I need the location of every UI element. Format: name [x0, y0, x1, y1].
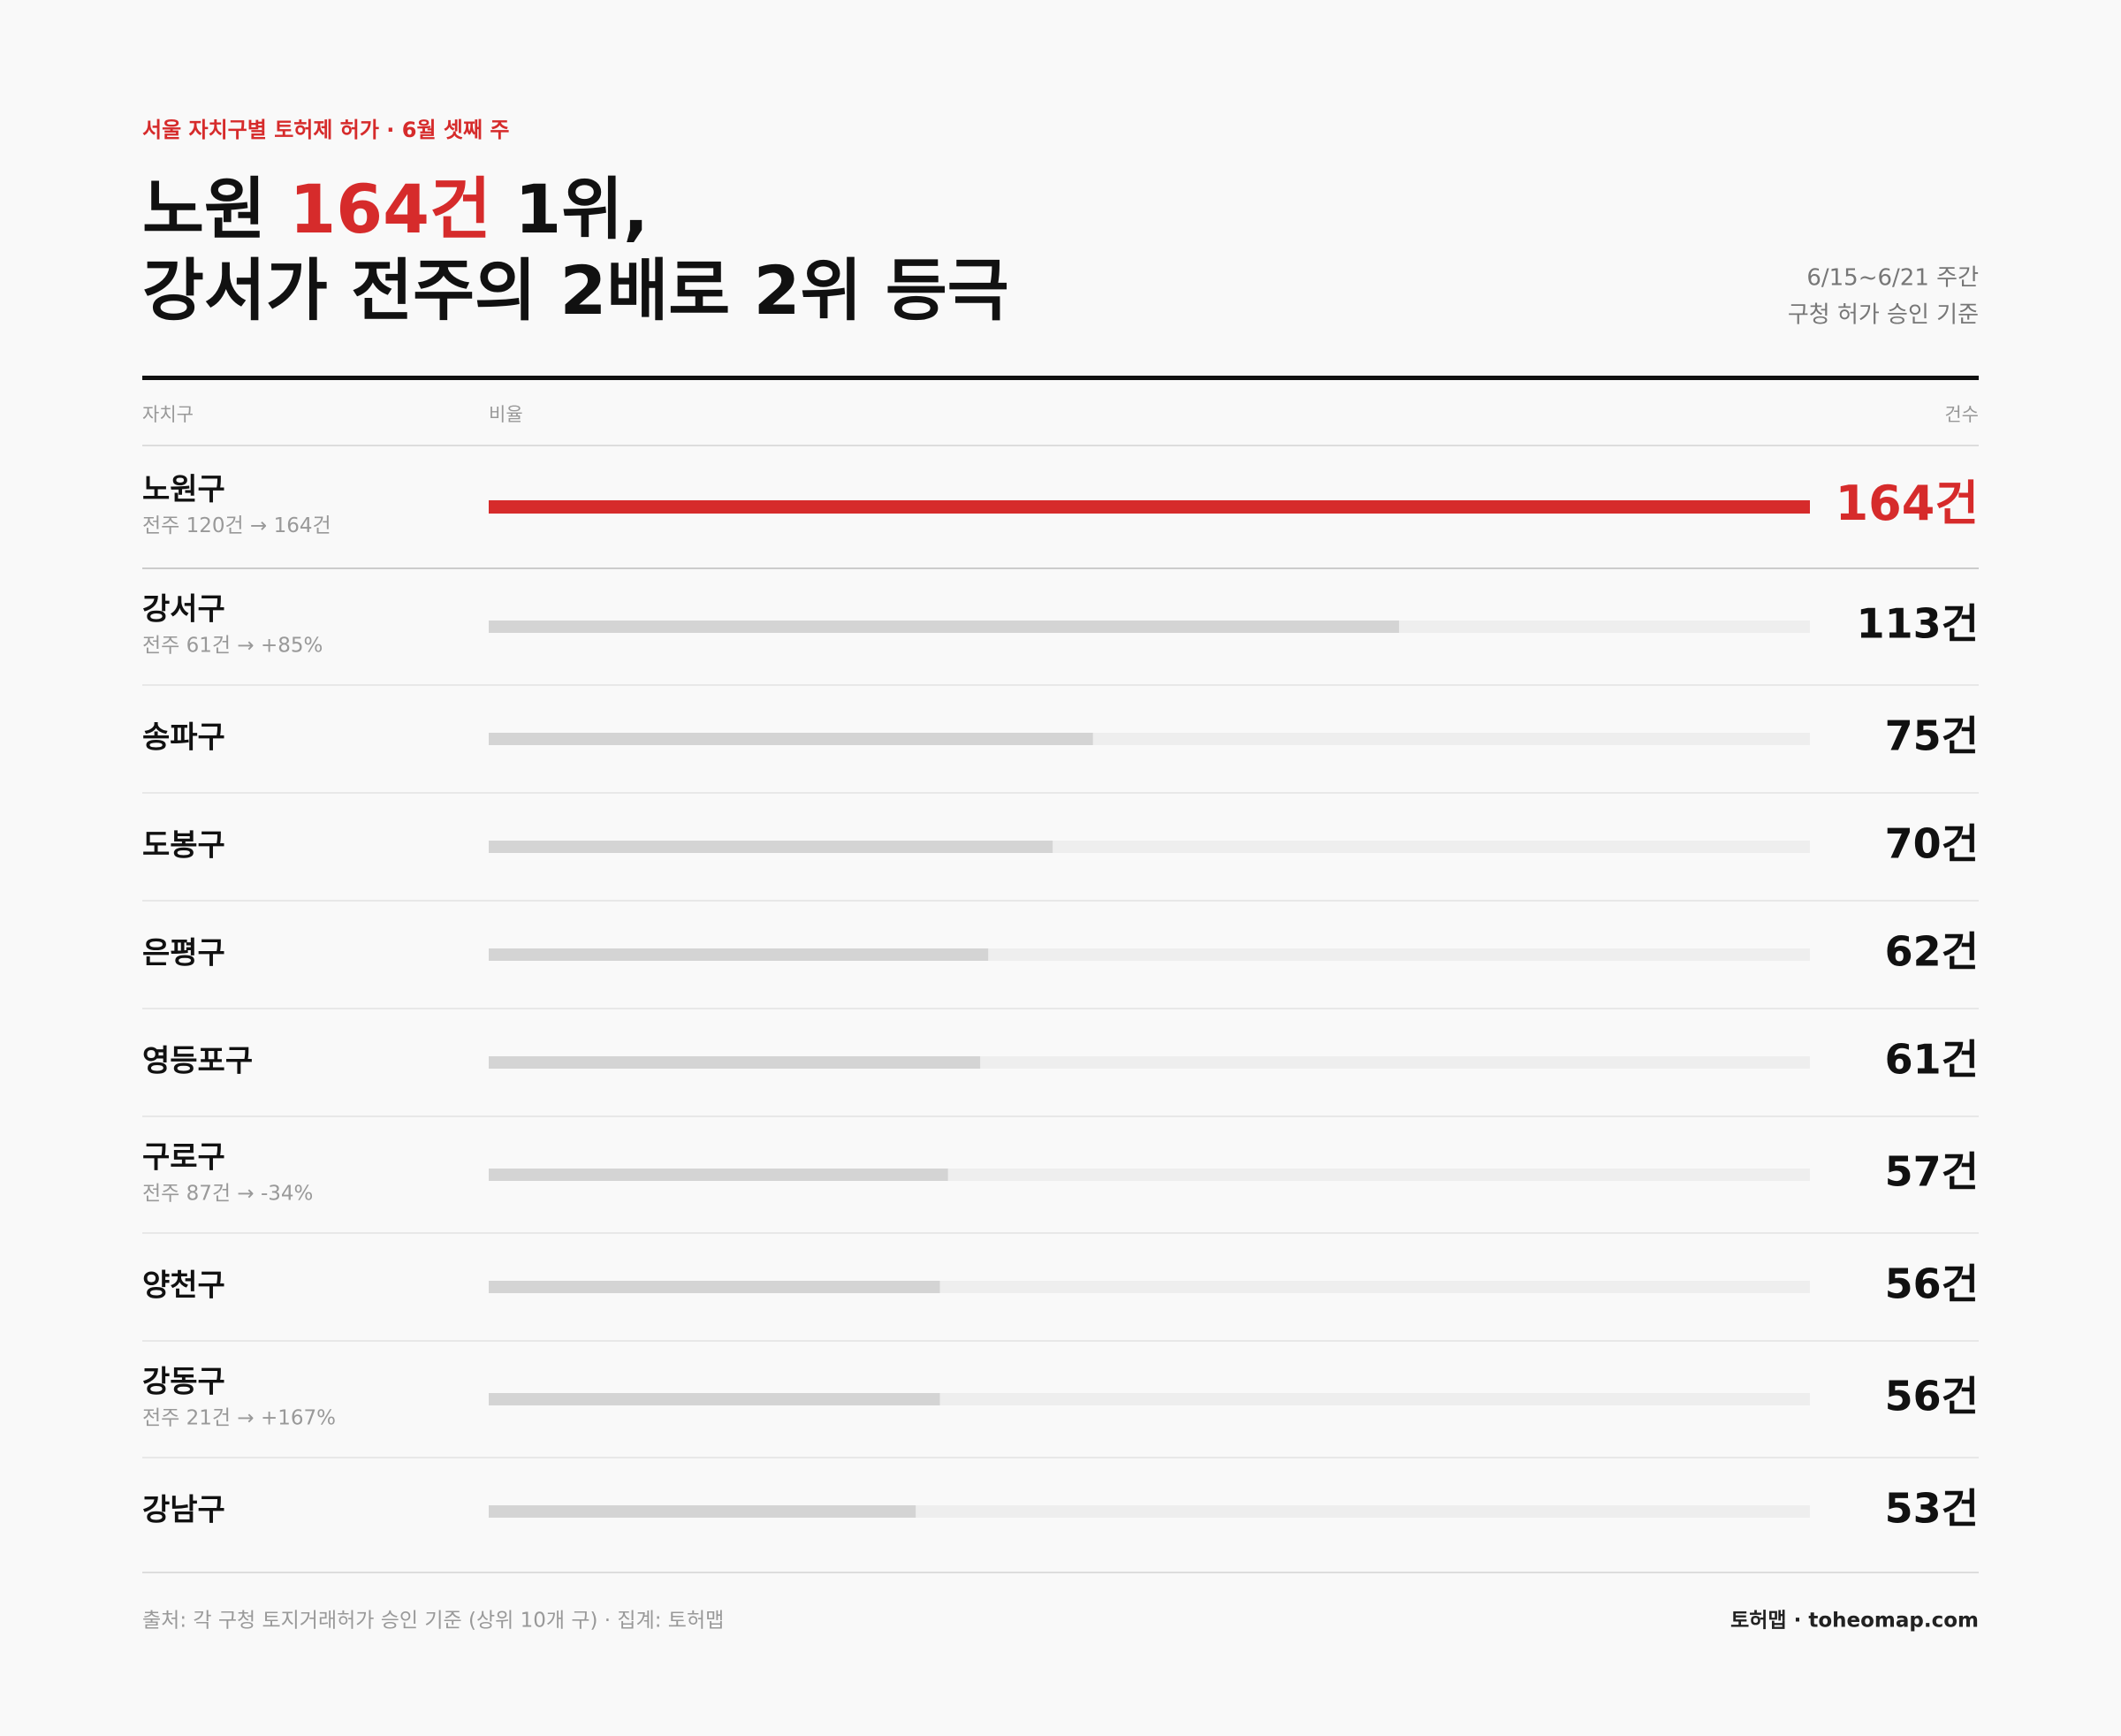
value-label: 113건: [1857, 600, 1979, 648]
row-name: 강서구: [142, 592, 225, 628]
value-label: 61건: [1885, 1036, 1979, 1084]
value-label: 62건: [1885, 928, 1979, 976]
title-part: 노원: [142, 170, 289, 248]
header-value: 건수: [1944, 404, 1979, 425]
bar: [489, 1505, 916, 1518]
row-name: 도봉구: [142, 828, 225, 864]
value-label: 75건: [1885, 712, 1979, 760]
title-part: 1위,: [491, 170, 649, 248]
row-name: 구로구: [142, 1140, 225, 1176]
chart-title: 노원 164건 1위,: [142, 170, 649, 248]
value-label: 56건: [1885, 1373, 1979, 1420]
value-label: 70건: [1885, 820, 1979, 868]
footer-source: 출처: 각 구청 토지거래허가 승인 기준 (상위 10개 구) · 집계: 토…: [142, 1610, 724, 1633]
bar: [489, 733, 1093, 745]
basis: 구청 허가 승인 기준: [1788, 302, 1979, 329]
bar: [489, 948, 989, 961]
row-note: 전주 87건 → -34%: [142, 1183, 313, 1206]
top-rule: [142, 376, 1979, 380]
value-label: 53건: [1885, 1485, 1979, 1533]
row-note: 전주 61건 → +85%: [142, 635, 323, 658]
bar: [489, 500, 1810, 514]
row-name: 강동구: [142, 1365, 225, 1400]
header-name: 자치구: [142, 404, 194, 425]
bar: [489, 1281, 940, 1293]
row-name: 은평구: [142, 936, 225, 971]
row-note: 전주 21건 → +167%: [142, 1407, 336, 1430]
row-name: 영등포구: [142, 1044, 253, 1079]
bar: [489, 841, 1053, 853]
row-name: 노원구: [142, 472, 225, 507]
value-label: 57건: [1885, 1148, 1979, 1196]
value-label: 164건: [1836, 476, 1979, 531]
row-name: 양천구: [142, 1268, 225, 1304]
row-name: 송파구: [142, 720, 225, 756]
value-label: 56건: [1885, 1260, 1979, 1308]
row-name: 강남구: [142, 1493, 225, 1528]
bar: [489, 1393, 940, 1405]
row-note: 전주 120건 → 164건: [142, 514, 331, 537]
header-bar: 비율: [489, 404, 523, 425]
bar: [489, 1056, 981, 1069]
bar: [489, 621, 1400, 633]
period: 6/15~6/21 주간: [1806, 265, 1979, 292]
title-highlight: 164건: [289, 170, 491, 248]
chart-title-line2: 강서가 전주의 2배로 2위 등극: [142, 251, 1009, 330]
eyebrow: 서울 자치구별 토허제 허가 · 6월 셋째 주: [142, 118, 510, 142]
bar: [489, 1169, 948, 1181]
brand: 토허맵 · toheomap.com: [1730, 1610, 1979, 1633]
